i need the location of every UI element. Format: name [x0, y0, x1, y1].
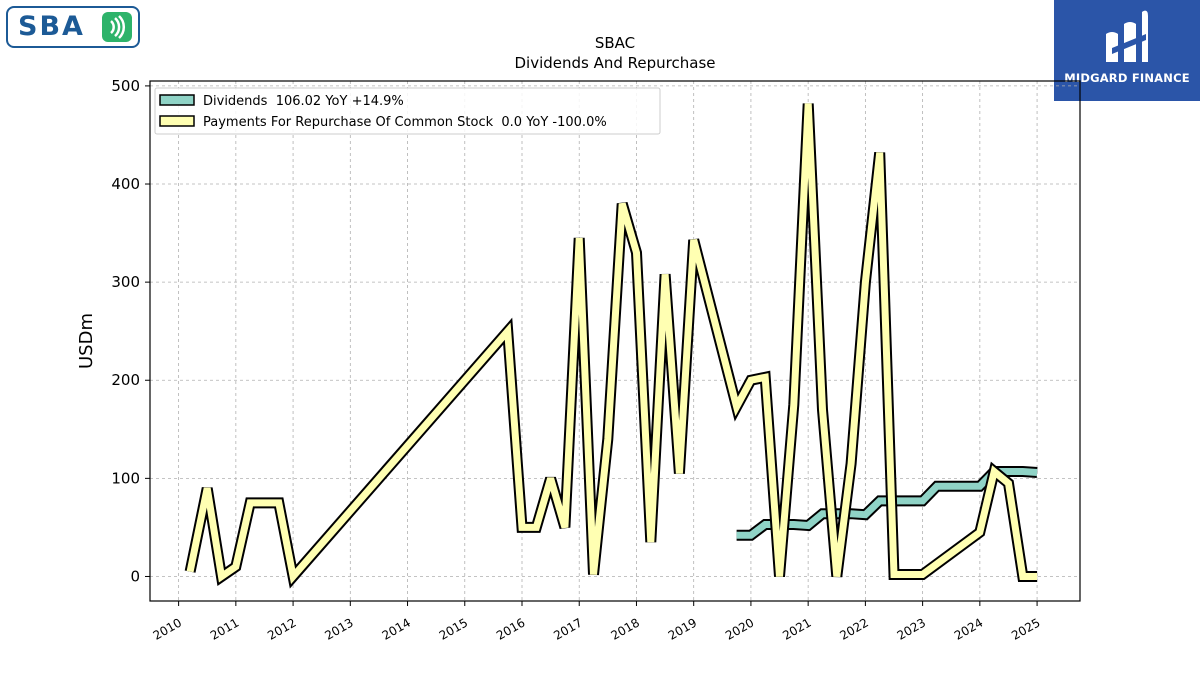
x-tick-label: 2025	[1009, 615, 1042, 642]
legend: Dividends 106.02 YoY +14.9% Payments For…	[154, 87, 661, 135]
x-tick-label: 2010	[151, 615, 184, 642]
y-tick-label: 400	[111, 175, 140, 193]
legend-label-dividends: Dividends 106.02 YoY +14.9%	[203, 94, 404, 109]
legend-label-repurchase: Payments For Repurchase Of Common Stock …	[203, 115, 607, 130]
x-tick-label: 2017	[551, 615, 584, 642]
legend-swatch-dividends	[159, 94, 195, 106]
x-tick-label: 2024	[952, 615, 985, 642]
y-tick-label: 300	[111, 273, 140, 291]
midgard-finance-logo: MIDGARD FINANCE	[1054, 0, 1200, 101]
x-tick-label: 2012	[265, 615, 298, 642]
chart-subtitle: Dividends And Repurchase	[514, 54, 715, 72]
y-axis-label: USDm	[76, 313, 97, 369]
chart-title: SBAC	[595, 34, 635, 52]
series-line-repurchase	[186, 103, 1038, 585]
x-tick-label: 2013	[322, 615, 355, 642]
signal-icon	[102, 12, 132, 42]
legend-swatch-repurchase	[159, 115, 195, 127]
x-tick-label: 2018	[609, 615, 642, 642]
x-tick-label: 2014	[380, 615, 413, 642]
x-tick-label: 2020	[723, 615, 756, 642]
sba-logo-text: SBA	[18, 11, 85, 42]
y-tick-label: 500	[111, 77, 140, 95]
x-tick-label: 2019	[666, 615, 699, 642]
midgard-emblem-icon	[1106, 10, 1148, 63]
y-tick-label: 0	[130, 567, 140, 585]
x-tick-label: 2016	[494, 615, 527, 642]
x-tick-label: 2022	[837, 615, 870, 642]
y-tick-label: 200	[111, 371, 140, 389]
sba-logo: SBA	[6, 6, 140, 48]
y-tick-label: 100	[111, 469, 140, 487]
plot-frame	[149, 80, 1081, 602]
x-tick-label: 2015	[437, 615, 470, 642]
x-tick-label: 2023	[895, 615, 928, 642]
midgard-logo-text: MIDGARD FINANCE	[1064, 71, 1190, 85]
x-tick-label: 2021	[780, 615, 813, 642]
x-tick-label: 2011	[208, 615, 241, 642]
